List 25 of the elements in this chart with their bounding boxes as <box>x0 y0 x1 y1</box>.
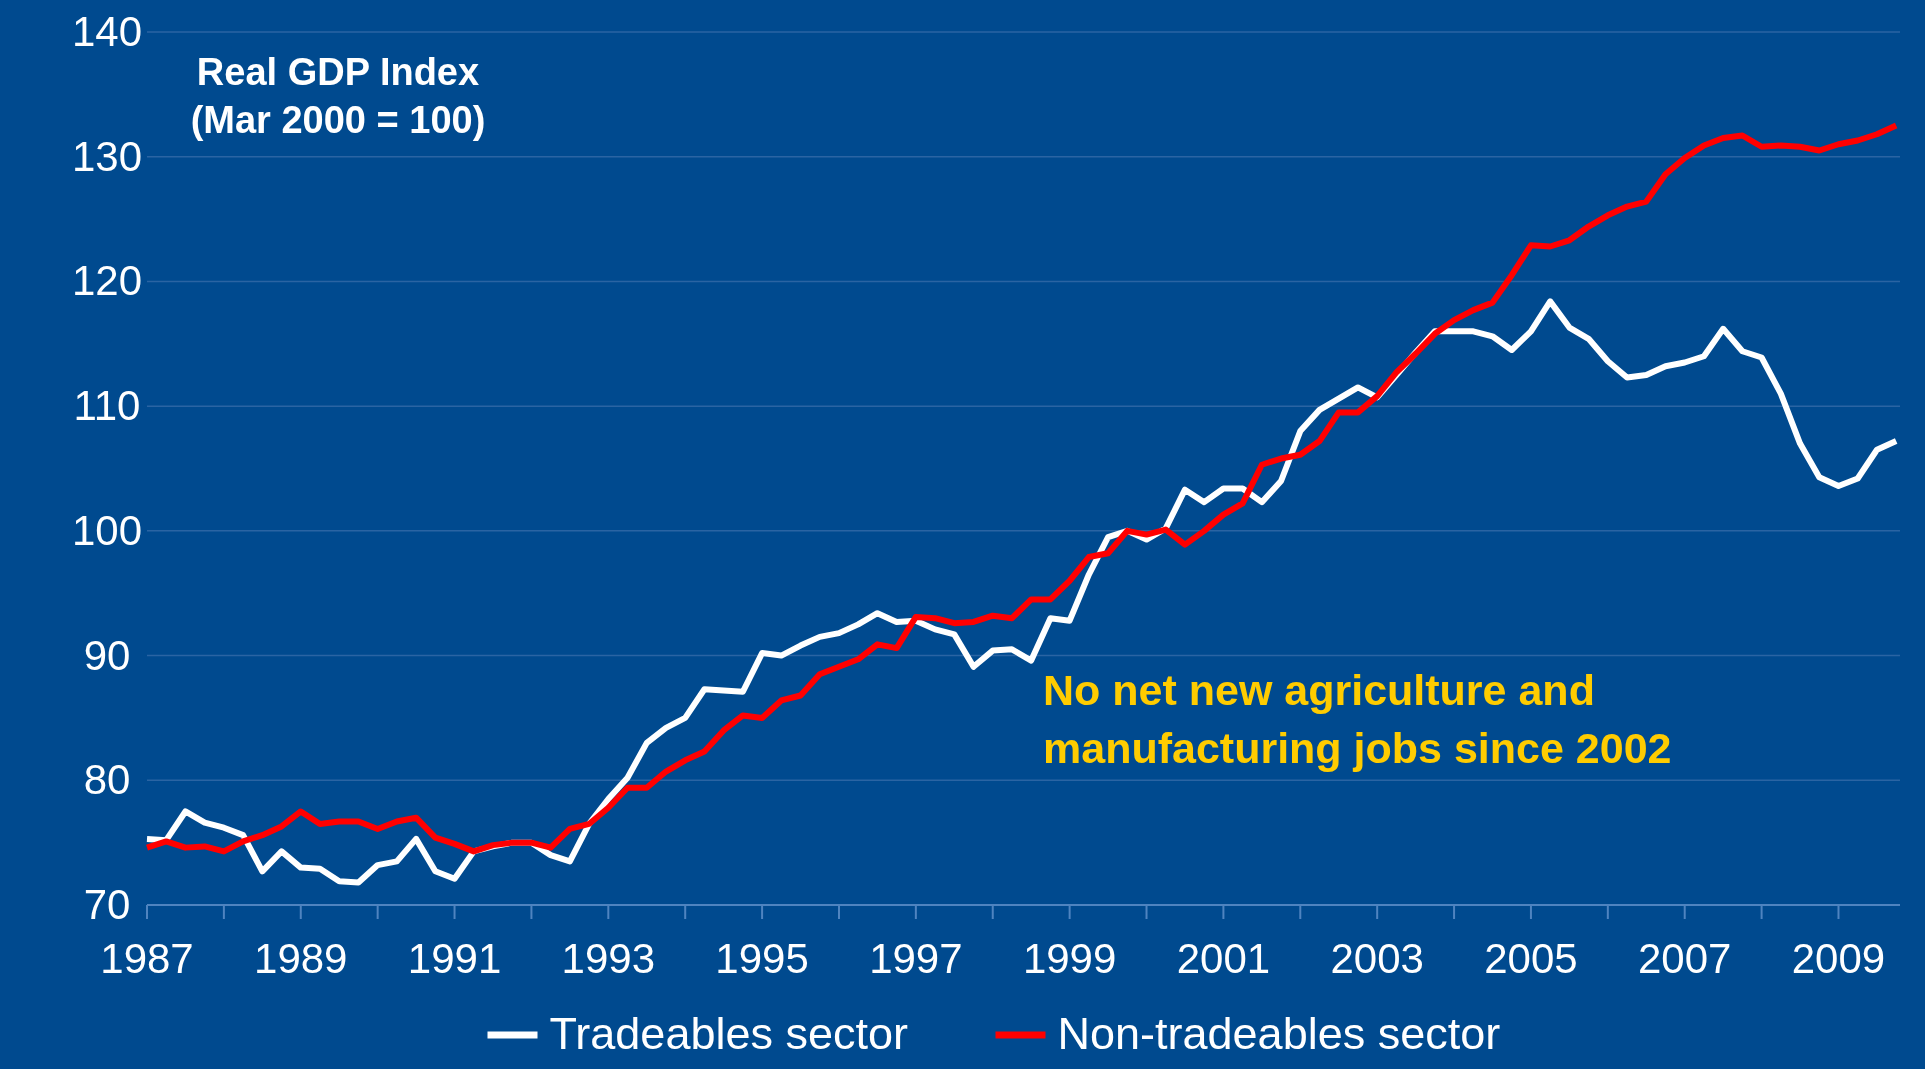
x-tick-label: 1989 <box>254 935 348 982</box>
y-tick-label: 120 <box>71 257 143 305</box>
text: (Mar 2000 = 100) <box>190 99 486 141</box>
x-tick-label: 2005 <box>1484 935 1578 982</box>
x-tick-label: 1991 <box>407 935 502 982</box>
x-tick-label: 2009 <box>1791 935 1886 982</box>
y-tick-label: 130 <box>71 132 143 180</box>
x-tick-label: 1987 <box>100 935 194 982</box>
x-tick-label: 1993 <box>561 935 656 982</box>
y-tick-label: 70 <box>83 881 131 928</box>
x-tick-label: 1999 <box>1022 935 1117 982</box>
legend-label: Tradeables sector <box>549 1008 909 1059</box>
y-tick-label: 90 <box>83 631 131 679</box>
x-tick-label: 2007 <box>1638 935 1732 982</box>
y-tick-label: 100 <box>71 506 143 554</box>
legend-label: Non-tradeables sector <box>1057 1008 1501 1059</box>
x-tick-label: 2003 <box>1330 935 1424 982</box>
y-tick-label: 80 <box>83 756 131 804</box>
x-tick-label: 1995 <box>715 935 809 982</box>
y-tick-label: 140 <box>71 8 143 55</box>
x-tick-label: 1997 <box>869 935 963 982</box>
y-tick-label: 110 <box>73 382 141 430</box>
text: Real GDP Index <box>196 51 480 93</box>
x-tick-label: 2001 <box>1176 935 1271 982</box>
annotation: No net new agriculture and manufacturing jobs since 2002 <box>1043 666 1672 772</box>
